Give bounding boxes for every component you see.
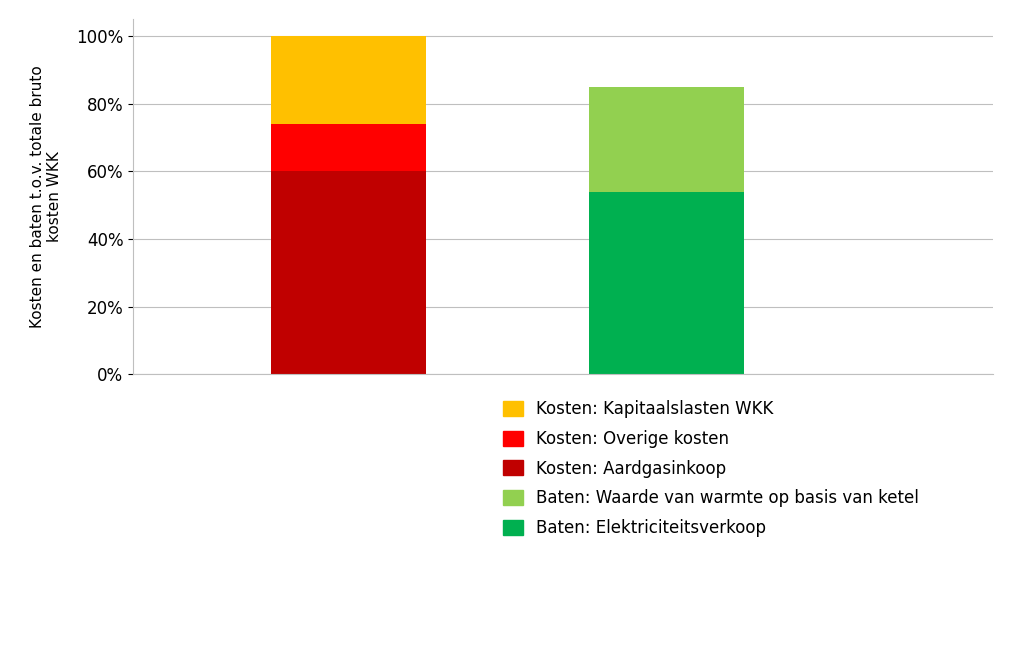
Y-axis label: Kosten en baten t.o.v. totale bruto
kosten WKK: Kosten en baten t.o.v. totale bruto kost… [30, 65, 62, 328]
Bar [270, 36, 426, 124]
Legend: Kosten: Kapitaalslasten WKK, Kosten: Overige kosten, Kosten: Aardgasinkoop, Bate: Kosten: Kapitaalslasten WKK, Kosten: Ove… [503, 400, 919, 537]
Bar [270, 124, 426, 172]
Bar [589, 192, 743, 374]
Bar [589, 87, 743, 192]
Bar [270, 172, 426, 374]
